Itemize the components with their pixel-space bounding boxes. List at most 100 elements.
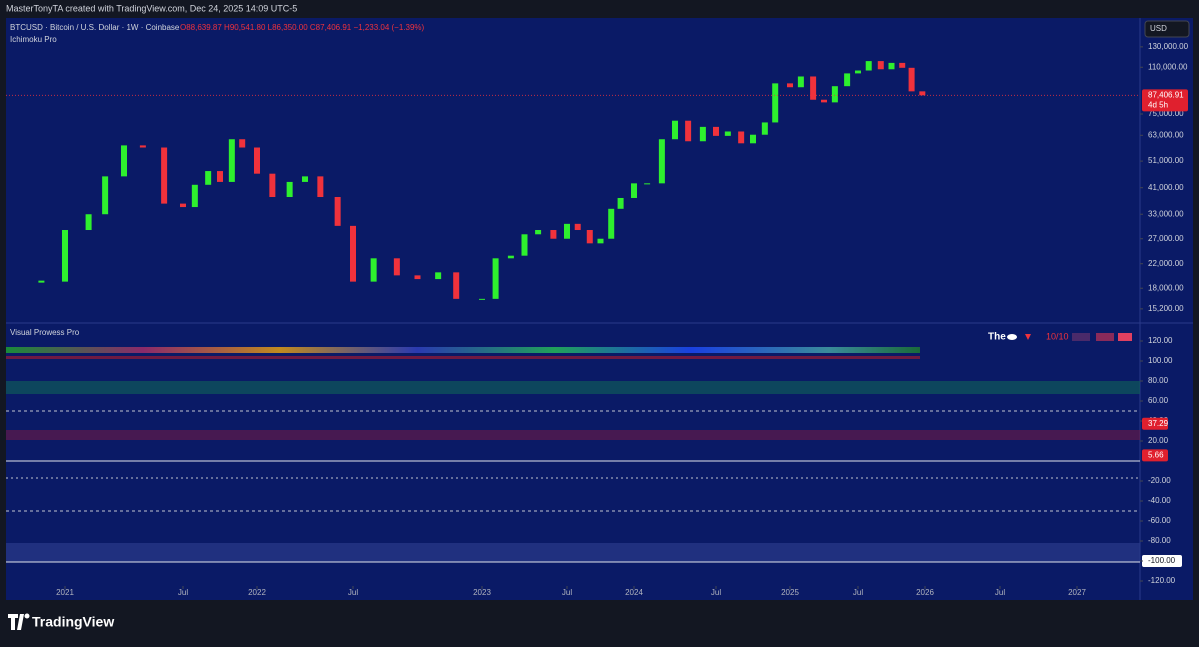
value-badge (1142, 449, 1168, 462)
candle (608, 208, 615, 239)
value-badge-label: 37.29 (1148, 419, 1169, 428)
candle (139, 145, 146, 148)
candle (254, 147, 260, 174)
candle (180, 203, 186, 208)
candle (787, 83, 793, 88)
legend-text: The (988, 332, 1006, 343)
candle (85, 214, 92, 231)
candle (350, 225, 356, 282)
y-tick-label: 75,000.00 (1148, 109, 1184, 118)
y-tick-label: 51,000.00 (1148, 156, 1184, 165)
candle (317, 176, 324, 198)
candle (761, 122, 768, 135)
y-tick-label: 18,000.00 (1148, 283, 1184, 292)
candle (586, 230, 593, 244)
candle (713, 126, 719, 136)
y-tick-label: 20.00 (1148, 436, 1169, 445)
legend-swatch (1096, 333, 1114, 341)
candle (205, 171, 212, 185)
color-strip (6, 347, 920, 353)
candle (393, 258, 400, 276)
x-tick-label: 2023 (473, 588, 491, 597)
eye-icon (1007, 334, 1017, 340)
candle (435, 272, 442, 280)
candle (564, 223, 570, 239)
oversold-band (6, 543, 1140, 562)
credit: MasterTonyTA created with TradingView.co… (6, 3, 297, 13)
y-tick-label: -20.00 (1148, 476, 1171, 485)
legend-swatch (1072, 333, 1090, 341)
candle (121, 145, 127, 177)
y-tick-label: -40.00 (1148, 496, 1171, 505)
candle (535, 230, 542, 235)
y-tick-label: 60.00 (1148, 396, 1169, 405)
candle (191, 184, 198, 208)
candle (644, 183, 651, 185)
y-tick-label: -100.00 (1148, 556, 1176, 565)
candle (844, 73, 851, 87)
y-tick-label: 80.00 (1148, 376, 1169, 385)
candle (370, 258, 377, 282)
candle (919, 91, 926, 96)
candle (617, 197, 624, 209)
x-tick-label: 2021 (56, 588, 74, 597)
y-tick-label: -60.00 (1148, 516, 1171, 525)
candle (738, 131, 745, 144)
candle (699, 126, 706, 142)
y-tick-badge (1142, 555, 1182, 567)
legend-swatch (1118, 333, 1132, 341)
candle (831, 86, 838, 103)
indicator-name: Ichimoku Pro (10, 35, 57, 44)
last-price: 87,406.91 (1148, 90, 1184, 99)
y-tick-label: 110,000.00 (1148, 62, 1188, 71)
countdown: 4d 5h (1148, 100, 1168, 109)
last-price-badge (1142, 89, 1188, 112)
y-tick-label: -80.00 (1148, 536, 1171, 545)
logo-icon (8, 614, 24, 630)
y-tick-label: 33,000.00 (1148, 209, 1184, 218)
candle (453, 272, 460, 299)
x-tick-label: 2024 (625, 588, 643, 597)
candle (550, 230, 557, 239)
candle (821, 99, 827, 103)
candle (908, 67, 915, 92)
score: 10/10 (1046, 331, 1069, 341)
candle (899, 62, 906, 68)
x-tick-label: 2027 (1068, 588, 1086, 597)
candle (724, 131, 731, 136)
x-tick-label: 2025 (781, 588, 799, 597)
y-tick-label: 63,000.00 (1148, 130, 1184, 139)
x-tick-label: Jul (995, 588, 1005, 597)
lower-band (6, 430, 1140, 440)
down-arrow (1025, 334, 1031, 340)
candle (658, 139, 665, 184)
y-tick-label: 15,200.00 (1148, 304, 1184, 313)
currency[interactable]: USD (1150, 24, 1167, 33)
candle (507, 255, 514, 259)
value-badge (1142, 417, 1168, 430)
candle (772, 83, 779, 123)
oscillator-title: Visual Prowess Pro (10, 328, 80, 337)
candle (414, 275, 421, 280)
candle (877, 61, 884, 70)
candle (855, 70, 861, 74)
candle (479, 298, 485, 300)
candle (161, 147, 168, 204)
chart-bg (6, 18, 1193, 600)
x-tick-label: 2026 (916, 588, 934, 597)
candle (672, 120, 678, 140)
x-tick-label: Jul (853, 588, 863, 597)
candle (797, 76, 804, 88)
currency-button[interactable] (1144, 20, 1190, 38)
signal-strip (6, 356, 920, 359)
candle (228, 139, 235, 182)
ohlc: O88,639.87 H90,541.80 L86,350.00 C87,406… (180, 23, 425, 32)
candle (685, 120, 692, 142)
candle (574, 223, 581, 231)
candle (865, 61, 872, 71)
candle (102, 176, 109, 215)
candle (521, 234, 528, 256)
candle (631, 183, 637, 198)
x-tick-label: 2022 (248, 588, 266, 597)
